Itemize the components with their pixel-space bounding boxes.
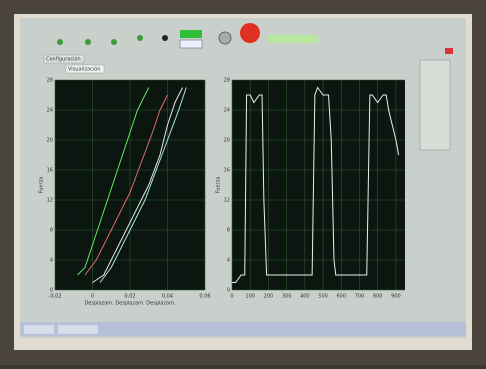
led — [162, 35, 168, 41]
x-tick-label: 100 — [245, 294, 255, 300]
led — [57, 39, 63, 45]
x-tick-label: 300 — [282, 294, 292, 300]
y-tick-label: 8 — [227, 228, 230, 234]
x-tick-label: -0,02 — [49, 294, 62, 300]
button[interactable] — [219, 32, 231, 44]
y-tick-label: 28 — [47, 78, 53, 84]
y-axis-label: Fuerza — [216, 177, 222, 194]
x-axis-label: Desplazam. Desplazam. Desplazam. — [84, 301, 176, 307]
y-tick-label: 24 — [224, 108, 230, 114]
y-tick-label: 12 — [224, 198, 230, 204]
value-box — [180, 40, 202, 48]
x-tick-label: 0,06 — [199, 294, 210, 300]
x-tick-label: 0,02 — [124, 294, 135, 300]
y-tick-label: 4 — [50, 258, 53, 264]
led — [137, 35, 143, 41]
side-panel — [420, 60, 450, 150]
y-tick-label: 12 — [47, 198, 53, 204]
x-tick-label: 800 — [373, 294, 383, 300]
close-control[interactable] — [445, 48, 453, 54]
y-tick-label: 28 — [224, 78, 230, 84]
x-tick-label: 900 — [391, 294, 401, 300]
status-box — [180, 30, 202, 38]
led — [85, 39, 91, 45]
x-tick-label: 200 — [264, 294, 274, 300]
y-tick-label: 4 — [227, 258, 230, 264]
taskbar-button[interactable] — [24, 325, 54, 334]
readout — [268, 35, 318, 43]
tab-label: Visualización — [68, 66, 100, 73]
x-tick-label: 600 — [336, 294, 346, 300]
page: Configuración Visualización 0 4 8 12 16 20 24 2… — [0, 0, 486, 365]
tab-label: Configuración — [46, 56, 81, 63]
stop-button[interactable] — [240, 23, 260, 43]
x-tick-label: 0 — [91, 294, 94, 300]
y-tick-label: 24 — [47, 108, 53, 114]
y-tick-label: 16 — [224, 168, 230, 174]
screen-photo: Configuración Visualización 0 4 8 12 16 20 24 2… — [0, 0, 486, 365]
y-tick-label: 16 — [47, 168, 53, 174]
x-tick-label: 400 — [300, 294, 310, 300]
y-tick-label: 20 — [224, 138, 230, 144]
x-tick-label: 500 — [318, 294, 328, 300]
taskbar-button[interactable] — [58, 325, 98, 334]
x-tick-label: 0,04 — [162, 294, 173, 300]
led — [111, 39, 117, 45]
plot-area — [232, 80, 405, 290]
y-tick-label: 20 — [47, 138, 53, 144]
x-tick-label: 700 — [355, 294, 365, 300]
x-tick-label: 0 — [230, 294, 233, 300]
y-axis-label: Fuerza — [39, 177, 45, 194]
y-tick-label: 8 — [50, 228, 53, 234]
